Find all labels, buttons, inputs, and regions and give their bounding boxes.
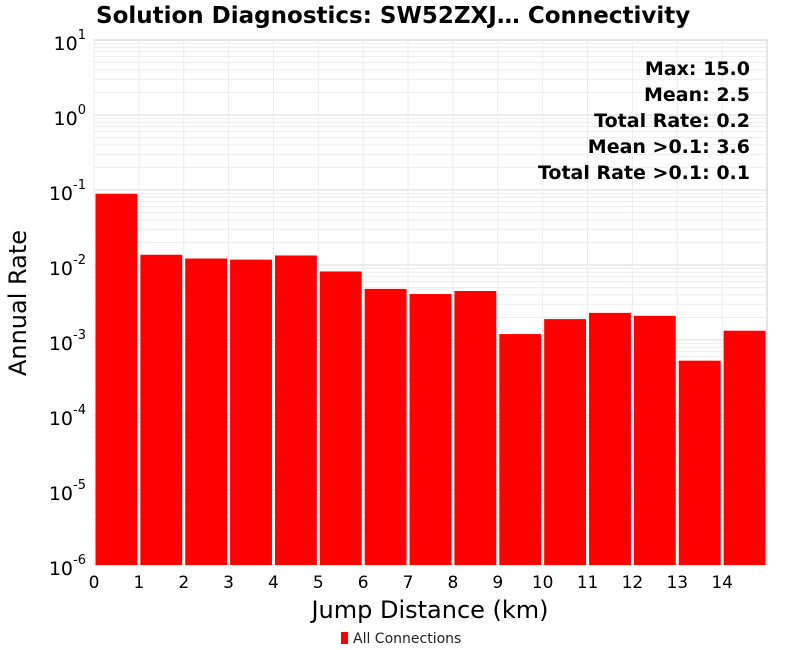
y-tick-label: 10-5: [49, 478, 86, 505]
stat-annotation: Max: 15.0: [645, 58, 750, 80]
bar-8: [454, 291, 497, 565]
stat-annotation: Mean >0.1: 3.6: [588, 136, 750, 158]
x-tick-label: 6: [358, 573, 369, 593]
bar-14: [723, 330, 766, 565]
bar-5: [319, 271, 362, 565]
bar-0: [95, 193, 138, 565]
x-tick-label: 8: [448, 573, 459, 593]
x-tick-label: 10: [532, 573, 554, 593]
y-tick-labels: 101 100 10-1 10-2 10-3 10-4 10-5 10-6: [49, 28, 86, 580]
x-tick-label: 3: [223, 573, 234, 593]
bar-10: [544, 319, 587, 565]
x-tick-label: 5: [313, 573, 324, 593]
stat-annotation: Mean: 2.5: [644, 84, 750, 106]
y-tick-label: 10-3: [49, 328, 86, 355]
x-tick-label: 1: [133, 573, 144, 593]
bar-12: [633, 315, 676, 565]
stats-annotations: Max: 15.0 Mean: 2.5 Total Rate: 0.2 Mean >0…: [538, 58, 750, 184]
bar-3: [230, 259, 272, 565]
x-tick-label: 0: [89, 573, 100, 593]
bar-6: [364, 288, 407, 565]
x-tick-label: 2: [178, 573, 189, 593]
x-tick-label: 11: [577, 573, 599, 593]
x-tick-label: 4: [268, 573, 279, 593]
x-tick-label: 9: [492, 573, 503, 593]
y-axis-label: Annual Rate: [4, 230, 32, 376]
bars: [95, 193, 766, 565]
x-tick-labels: 0 1 2 3 4 5 6 7 8 9 10 11 12 13 14: [89, 573, 733, 593]
bar-9: [499, 334, 542, 565]
x-tick-label: 14: [711, 573, 733, 593]
stat-annotation: Total Rate: 0.2: [594, 110, 750, 132]
bar-4: [274, 255, 317, 565]
y-tick-label: 10-2: [49, 253, 86, 280]
chart-title: Solution Diagnostics: SW52ZXJ… Connectiv…: [96, 3, 690, 29]
y-tick-label: 10-1: [49, 178, 86, 205]
bar-1: [140, 254, 183, 565]
legend: All Connections: [341, 631, 461, 647]
bar-7: [409, 294, 452, 565]
x-tick-label: 12: [622, 573, 644, 593]
x-axis-label: Jump Distance (km): [309, 596, 548, 624]
x-tick-label: 13: [666, 573, 688, 593]
y-tick-label: 10-6: [49, 553, 86, 580]
bar-2: [185, 258, 228, 565]
x-tick-label: 7: [403, 573, 414, 593]
legend-swatch: [341, 632, 348, 644]
y-tick-label: 100: [54, 103, 86, 130]
y-tick-label: 101: [54, 28, 86, 55]
bar-13: [678, 360, 721, 565]
stat-annotation: Total Rate >0.1: 0.1: [538, 162, 750, 184]
bar-11: [589, 312, 631, 565]
legend-label: All Connections: [353, 631, 461, 647]
y-tick-label: 10-4: [49, 403, 86, 430]
